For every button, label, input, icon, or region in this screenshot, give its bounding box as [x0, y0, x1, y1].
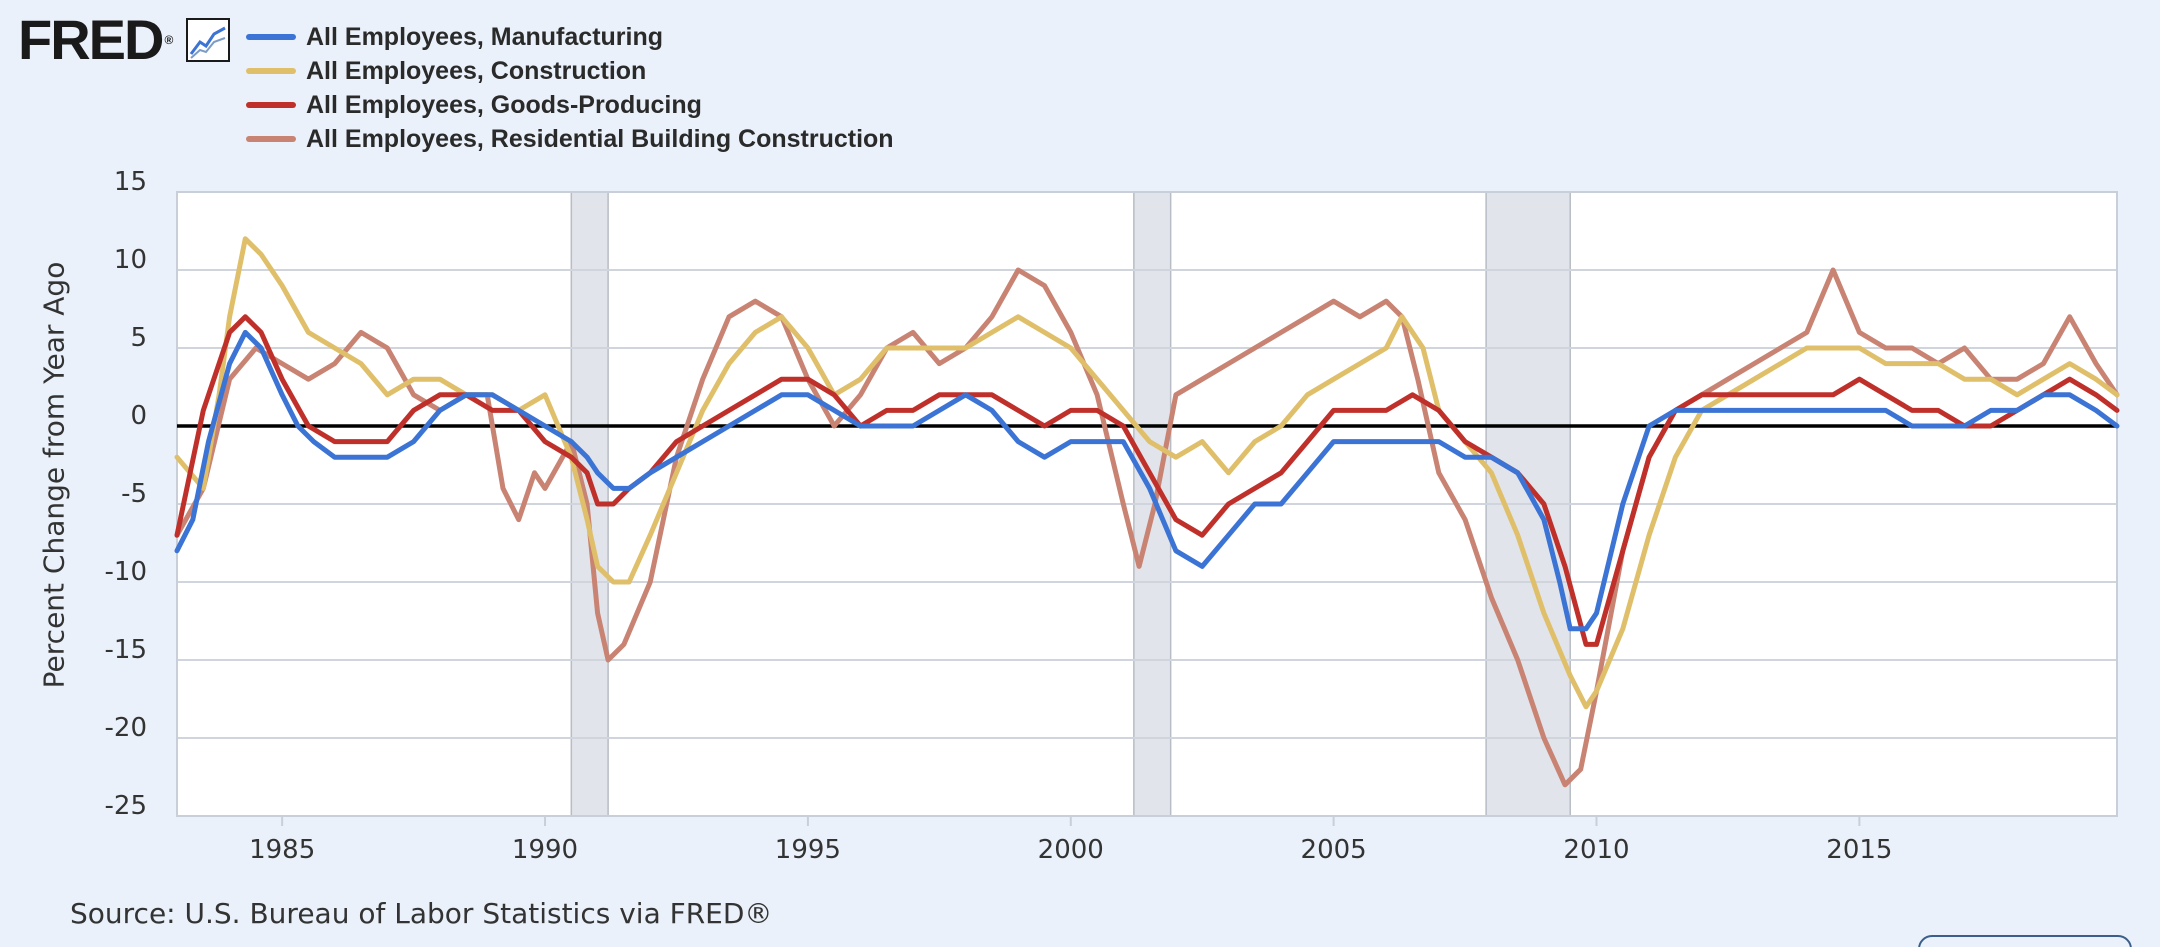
y-tick-label: 15	[114, 167, 147, 197]
legend-label: All Employees, Residential Building Cons…	[306, 124, 894, 153]
x-tick-label: 1995	[775, 835, 841, 865]
x-axis-ticks: 1985 1990 1995 2000 2005 2010 2015	[249, 816, 1892, 865]
legend-item-manufacturing[interactable]: All Employees, Manufacturing	[246, 20, 894, 54]
x-tick-label: 1985	[249, 835, 315, 865]
x-tick-label: 2000	[1038, 835, 1104, 865]
x-tick-label: 2015	[1826, 835, 1892, 865]
x-tick-label: 2005	[1301, 835, 1367, 865]
series-line-all-employees-manufacturing	[174, 329, 2120, 632]
legend-item-construction[interactable]: All Employees, Construction	[246, 54, 894, 88]
series-line-all-employees-goods-producing	[174, 314, 2120, 647]
series-lines	[174, 236, 2120, 788]
series-line-all-employees-residential-building-construction	[174, 267, 2120, 788]
y-tick-label: 0	[130, 401, 147, 431]
fred-logo[interactable]: FRED ®	[18, 12, 173, 68]
x-tick-label: 2010	[1563, 835, 1629, 865]
y-tick-label: 5	[130, 323, 147, 353]
y-tick-label: -20	[105, 713, 147, 743]
fred-logo-text: FRED	[18, 8, 164, 71]
y-axis-ticks: 15 10 5 0 -5 -10 -15 -20 -25	[105, 167, 147, 821]
legend-swatch	[246, 102, 296, 108]
legend-swatch	[246, 136, 296, 142]
y-tick-label: -15	[105, 635, 147, 665]
y-tick-label: -5	[121, 479, 147, 509]
legend-swatch	[246, 34, 296, 40]
legend-item-goods-producing[interactable]: All Employees, Goods-Producing	[246, 88, 894, 122]
y-tick-label: -25	[105, 791, 147, 821]
source-note: Source: U.S. Bureau of Labor Statistics …	[70, 897, 773, 930]
y-tick-label: 10	[114, 245, 147, 275]
legend-label: All Employees, Goods-Producing	[306, 90, 702, 119]
legend-label: All Employees, Manufacturing	[306, 22, 664, 51]
registered-mark: ®	[164, 33, 174, 47]
legend-item-residential[interactable]: All Employees, Residential Building Cons…	[246, 122, 894, 156]
plot-border	[176, 191, 2118, 817]
line-chart-icon[interactable]	[186, 18, 230, 62]
y-tick-label: -10	[105, 557, 147, 587]
legend-swatch	[246, 68, 296, 74]
partial-button[interactable]	[1918, 935, 2132, 947]
x-tick-label: 1990	[512, 835, 578, 865]
legend-label: All Employees, Construction	[306, 56, 647, 85]
line-chart-icon-graphic	[189, 26, 226, 59]
chart-legend: All Employees, Manufacturing All Employe…	[246, 20, 894, 156]
